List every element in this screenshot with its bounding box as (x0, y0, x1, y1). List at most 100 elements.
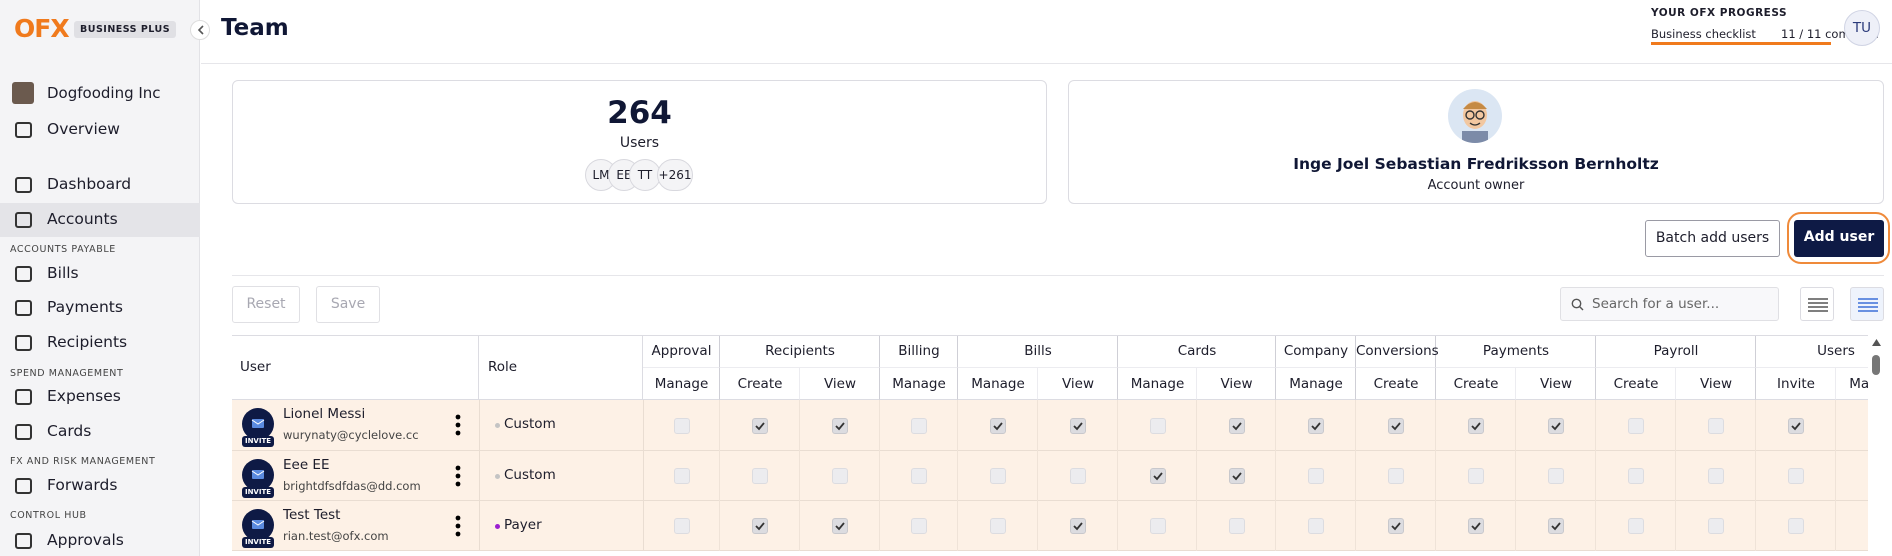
permission-checkbox[interactable] (752, 468, 768, 484)
permission-checkbox[interactable] (832, 518, 848, 534)
permission-checkbox[interactable] (1788, 468, 1804, 484)
permission-checkbox[interactable] (990, 417, 1006, 434)
permission-checkbox[interactable] (1628, 468, 1644, 484)
chevron (172, 427, 186, 437)
permission-checkbox[interactable] (1548, 518, 1564, 534)
owner-card: Inge Joel Sebastian Fredriksson Bernholt… (1068, 80, 1884, 204)
permission-checkbox[interactable] (1788, 518, 1804, 534)
row-menu[interactable] (455, 465, 461, 487)
view-toggle[interactable] (1850, 287, 1884, 321)
permission-checkbox[interactable] (1228, 518, 1245, 534)
permission-checkbox[interactable] (990, 468, 1006, 484)
permission-checkbox[interactable] (673, 468, 690, 484)
permission-checkbox[interactable] (911, 468, 927, 484)
user-avatar (242, 509, 274, 541)
collapse-button[interactable] (190, 20, 210, 40)
add-user-button[interactable]: Add user (1794, 220, 1884, 257)
permission-checkbox[interactable] (673, 518, 690, 534)
permission-checkbox[interactable] (1308, 417, 1324, 434)
permission-checkbox[interactable] (1628, 417, 1644, 434)
subcolumn-header: Manage (1289, 376, 1343, 392)
user-email: wurynaty@cyclelove.cc (283, 428, 419, 442)
batch-add-button[interactable]: Batch add users (1645, 220, 1780, 257)
permission-checkbox[interactable] (1149, 518, 1166, 534)
permission-checkbox[interactable] (752, 417, 768, 434)
chevron (172, 303, 186, 313)
permission-checkbox[interactable] (1388, 417, 1404, 434)
nav-icon (15, 266, 32, 282)
row-menu[interactable] (455, 515, 461, 537)
group-header: Users (1817, 343, 1855, 359)
nav-item[interactable]: Dashboard (0, 168, 200, 202)
org-avatar (12, 82, 34, 104)
permission-checkbox[interactable] (1468, 417, 1484, 434)
column-header: Role (488, 359, 518, 375)
row-menu[interactable] (455, 414, 461, 436)
permission-checkbox[interactable] (1388, 468, 1404, 484)
nav-item[interactable]: Forwards (0, 469, 200, 503)
nav-item[interactable]: Approvals (0, 524, 200, 556)
cell-divider (1037, 501, 1038, 551)
permission-checkbox[interactable] (1070, 518, 1086, 534)
search-input[interactable]: Search for a user... (1560, 287, 1779, 321)
permission-checkbox[interactable] (1708, 518, 1724, 534)
permission-checkbox[interactable] (1308, 518, 1324, 534)
permission-checkbox[interactable] (1628, 518, 1644, 534)
permission-checkbox[interactable] (1708, 417, 1724, 434)
org-name[interactable]: Dogfooding Inc (47, 84, 161, 102)
subcolumn-header: View (1539, 376, 1573, 392)
nav-item[interactable]: Payments (0, 291, 200, 325)
scrollbar[interactable] (1869, 335, 1884, 556)
permission-checkbox[interactable] (832, 417, 848, 434)
permission-checkbox[interactable] (1468, 518, 1484, 534)
view-toggle[interactable] (1800, 287, 1834, 321)
permission-checkbox[interactable] (1149, 417, 1166, 434)
cell-divider (1675, 400, 1676, 451)
nav-item[interactable]: Bills (0, 257, 200, 291)
user-avatar[interactable]: TU (1844, 10, 1880, 46)
subcolumn-header: View (1061, 376, 1095, 392)
nav-item[interactable]: Accounts (0, 203, 200, 237)
cell-divider (1595, 501, 1596, 551)
nav-item[interactable]: Cards (0, 415, 200, 449)
permission-checkbox[interactable] (1468, 468, 1484, 484)
subcolumn-header-cell (1756, 368, 1836, 400)
user-role: Custom (504, 416, 556, 432)
reset-button[interactable]: Reset (232, 286, 300, 323)
cell-divider (1595, 451, 1596, 501)
cell-divider (1755, 400, 1756, 451)
permission-checkbox[interactable] (1388, 518, 1404, 534)
permission-checkbox[interactable] (1308, 468, 1324, 484)
page-title: Team (221, 15, 289, 41)
permission-checkbox[interactable] (911, 518, 927, 534)
badge-label: INVITE (244, 538, 272, 546)
nav-item[interactable]: Overview (0, 113, 200, 147)
permission-checkbox[interactable] (1788, 417, 1804, 434)
cell-divider (1117, 400, 1118, 451)
permission-checkbox[interactable] (752, 518, 768, 534)
permission-checkbox[interactable] (673, 417, 690, 434)
permission-checkbox[interactable] (911, 417, 927, 434)
nav-item[interactable]: Recipients (0, 326, 200, 360)
permission-checkbox[interactable] (990, 518, 1006, 534)
button-label: Batch add users (1655, 230, 1770, 246)
nav-section: ACCOUNTS PAYABLE (10, 244, 116, 255)
permission-checkbox[interactable] (1149, 468, 1166, 484)
owner-name: Inge Joel Sebastian Fredriksson Bernholt… (1293, 155, 1659, 173)
checklist-label[interactable]: Business checklist (1651, 27, 1756, 41)
cell-divider (1196, 451, 1197, 501)
permission-checkbox[interactable] (1548, 417, 1564, 434)
cell-divider (643, 501, 644, 551)
permission-checkbox[interactable] (832, 468, 848, 484)
permission-checkbox[interactable] (1548, 468, 1564, 484)
permission-checkbox[interactable] (1228, 468, 1245, 484)
user-name: Eee EE (283, 457, 330, 473)
nav-item[interactable]: Expenses (0, 380, 200, 414)
nav-icon (15, 177, 32, 193)
save-button[interactable]: Save (316, 286, 380, 323)
permission-checkbox[interactable] (1228, 417, 1245, 434)
permission-checkbox[interactable] (1070, 417, 1086, 434)
user-role: Custom (504, 467, 556, 483)
permission-checkbox[interactable] (1708, 468, 1724, 484)
permission-checkbox[interactable] (1070, 468, 1086, 484)
